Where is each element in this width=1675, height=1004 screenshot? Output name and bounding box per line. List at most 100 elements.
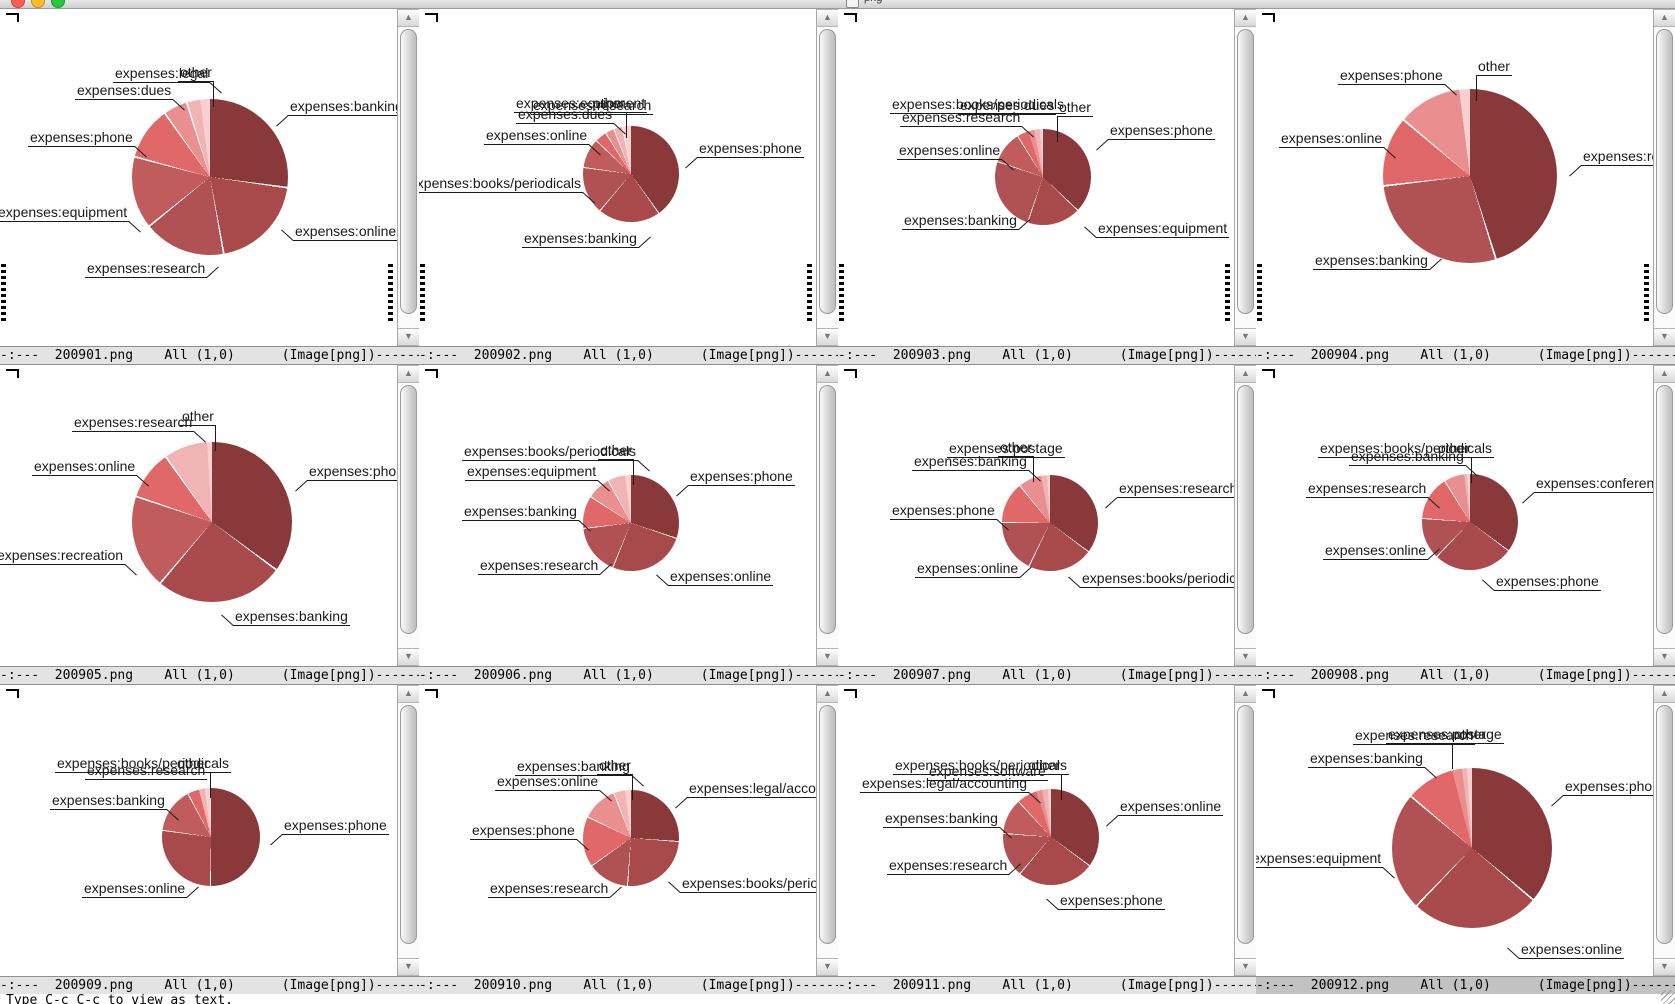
scroll-up-button[interactable]: ▲ — [1235, 685, 1256, 703]
mode-line[interactable]: -:--- 200912.png All (1,0) (Image[png])-… — [1256, 976, 1675, 995]
slice-label: expenses:books/periodicals — [1068, 571, 1256, 588]
scroll-up-button[interactable]: ▲ — [1235, 9, 1256, 27]
slice-label: expenses:dues — [516, 107, 627, 135]
scrollbar-thumb[interactable] — [400, 29, 417, 314]
vertical-scrollbar[interactable]: ▲ ▼ — [397, 685, 419, 976]
minimize-window-button[interactable] — [31, 0, 45, 8]
scroll-down-button[interactable]: ▼ — [1235, 328, 1256, 346]
emacs-window-200907.png[interactable]: expenses:postage other expenses:banking exp… — [838, 365, 1256, 685]
scroll-down-button[interactable]: ▼ — [398, 958, 419, 976]
close-window-button[interactable] — [11, 0, 25, 8]
mode-line[interactable]: -:--- 200904.png All (1,0) (Image[png])-… — [1256, 346, 1675, 365]
scroll-up-button[interactable]: ▲ — [398, 365, 419, 383]
scroll-up-button[interactable]: ▲ — [398, 685, 419, 703]
emacs-window-200911.png[interactable]: expenses:books/periodicals other expenses:… — [838, 685, 1256, 995]
scroll-down-button[interactable]: ▼ — [1654, 328, 1675, 346]
leader-line — [1032, 456, 1034, 482]
leader-line — [638, 236, 651, 248]
scrollbar-thumb[interactable] — [1237, 385, 1254, 634]
zoom-window-button[interactable] — [51, 0, 65, 8]
scrollbar-thumb[interactable] — [1237, 705, 1254, 944]
scrollbar-thumb[interactable] — [1656, 29, 1673, 314]
emacs-window-200902.png[interactable]: expenses:equipment expenses:research other… — [419, 9, 838, 365]
scrollbar-thumb[interactable] — [819, 385, 836, 634]
scroll-down-button[interactable]: ▼ — [398, 648, 419, 666]
scroll-down-button[interactable]: ▼ — [1654, 958, 1675, 976]
pie-chart — [1392, 768, 1552, 928]
scrollbar-thumb[interactable] — [400, 385, 417, 634]
vertical-scrollbar[interactable]: ▲ ▼ — [1653, 9, 1675, 346]
scroll-up-button[interactable]: ▲ — [1654, 9, 1675, 27]
image-buffer: expenses:books/periodicals other expenses:… — [419, 365, 838, 666]
mode-line[interactable]: -:--- 200903.png All (1,0) (Image[png])-… — [838, 346, 1256, 365]
emacs-window-200901.png[interactable]: expenses:legal other expenses:dues expenses… — [0, 9, 419, 365]
fringe-corner-icon — [844, 369, 857, 378]
slice-label: expenses:banking — [522, 231, 651, 248]
slice-label: expenses:banking — [50, 793, 179, 821]
vertical-scrollbar[interactable]: ▲ ▼ — [1234, 365, 1256, 666]
scroll-down-button[interactable]: ▼ — [398, 328, 419, 346]
mode-line[interactable]: -:--- 200911.png All (1,0) (Image[png])-… — [838, 976, 1256, 995]
mode-line[interactable]: -:--- 200909.png All (1,0) (Image[png])-… — [0, 976, 419, 995]
scroll-down-button[interactable]: ▼ — [1235, 958, 1256, 976]
slice-label: expenses:equipment — [465, 464, 611, 492]
emacs-window-200906.png[interactable]: expenses:books/periodicals other expenses:… — [419, 365, 838, 685]
vertical-scrollbar[interactable]: ▲ ▼ — [816, 9, 838, 346]
leader-line — [221, 614, 234, 626]
vertical-scrollbar[interactable]: ▲ ▼ — [1234, 685, 1256, 976]
scroll-up-button[interactable]: ▲ — [1654, 685, 1675, 703]
leader-line — [186, 886, 200, 898]
vertical-scrollbar[interactable]: ▲ ▼ — [397, 365, 419, 666]
leader-line — [295, 480, 308, 492]
vertical-scrollbar[interactable]: ▲ ▼ — [397, 9, 419, 346]
vertical-scrollbar[interactable]: ▲ ▼ — [816, 365, 838, 666]
vertical-scrollbar[interactable]: ▲ ▼ — [1653, 365, 1675, 666]
scrollbar-thumb[interactable] — [400, 705, 417, 944]
slice-label: expenses:phone — [1096, 123, 1215, 151]
vertical-scrollbar[interactable]: ▲ ▼ — [816, 685, 838, 976]
mode-line[interactable]: -:--- 200908.png All (1,0) (Image[png])-… — [1256, 666, 1675, 685]
emacs-window-200905.png[interactable]: expenses:research other expenses:online exp… — [0, 365, 419, 685]
scrollbar-thumb[interactable] — [1656, 705, 1673, 944]
scroll-up-button[interactable]: ▲ — [398, 9, 419, 27]
scrollbar-thumb[interactable] — [1656, 385, 1673, 634]
emacs-window-200912.png[interactable]: expenses:research expenses:postage other ex… — [1256, 685, 1675, 995]
scroll-up-button[interactable]: ▲ — [817, 685, 838, 703]
emacs-window-200909.png[interactable]: expenses:books/periodicals expenses:resea… — [0, 685, 419, 995]
scrollbar-thumb[interactable] — [1237, 29, 1254, 314]
scrollbar-thumb[interactable] — [819, 29, 836, 314]
image-buffer: expenses:books/periodicals expenses:resea… — [0, 685, 419, 976]
scroll-down-button[interactable]: ▼ — [817, 648, 838, 666]
vertical-scrollbar[interactable]: ▲ ▼ — [1234, 9, 1256, 346]
slice-label: expenses:online — [1106, 799, 1224, 827]
mode-line[interactable]: -:--- 200906.png All (1,0) (Image[png])-… — [419, 666, 838, 685]
emacs-window-200904.png[interactable]: other expenses:phone expenses:online expens… — [1256, 9, 1675, 365]
fringe-continuation-icon — [1257, 264, 1262, 324]
scroll-up-button[interactable]: ▲ — [817, 365, 838, 383]
slice-label: other — [175, 756, 211, 798]
emacs-window-200908.png[interactable]: expenses:books/periodicals other expenses:… — [1256, 365, 1675, 685]
window-titlebar[interactable]: png — [0, 0, 1675, 9]
mode-line[interactable]: -:--- 200905.png All (1,0) (Image[png])-… — [0, 666, 419, 685]
scrollbar-thumb[interactable] — [819, 705, 836, 944]
scroll-down-button[interactable]: ▼ — [817, 958, 838, 976]
fringe-corner-icon — [425, 369, 438, 378]
scroll-up-button[interactable]: ▲ — [1235, 365, 1256, 383]
slice-label: expenses:online — [495, 774, 613, 802]
mode-line[interactable]: -:--- 200910.png All (1,0) (Image[png])-… — [419, 976, 838, 995]
mode-line[interactable]: -:--- 200902.png All (1,0) (Image[png])-… — [419, 346, 838, 365]
emacs-window-200910.png[interactable]: expenses:banking other expenses:online expe… — [419, 685, 838, 995]
scroll-up-button[interactable]: ▲ — [1654, 365, 1675, 383]
scroll-up-button[interactable]: ▲ — [817, 9, 838, 27]
scroll-down-button[interactable]: ▼ — [1235, 648, 1256, 666]
mode-line[interactable]: -:--- 200907.png All (1,0) (Image[png])-… — [838, 666, 1256, 685]
scroll-down-button[interactable]: ▼ — [817, 328, 838, 346]
emacs-window-200903.png[interactable]: expenses:books/periodicals expenses:dues o… — [838, 9, 1256, 365]
mode-line[interactable]: -:--- 200901.png All (1,0) (Image[png])-… — [0, 346, 419, 365]
scroll-down-button[interactable]: ▼ — [1654, 648, 1675, 666]
leader-line — [212, 81, 214, 107]
resize-grip-icon[interactable] — [1661, 990, 1675, 1004]
vertical-scrollbar[interactable]: ▲ ▼ — [1653, 685, 1675, 976]
image-buffer: expenses:books/periodicals other expenses:… — [1256, 365, 1675, 666]
